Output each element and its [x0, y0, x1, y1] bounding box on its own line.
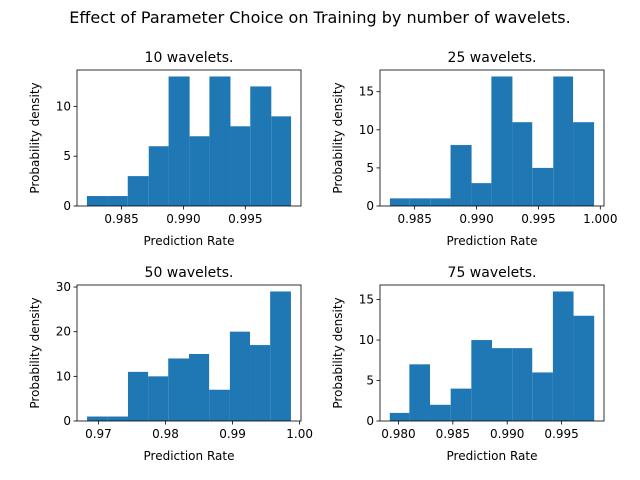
x-axis-label: Prediction Rate	[144, 449, 235, 463]
histogram-bar	[107, 196, 128, 206]
histogram-bar	[87, 416, 108, 421]
histogram-panel-3: 0.97 0.98 0.99 1.00 0 10 20 30 50 wavelets. Predi…	[28, 265, 313, 463]
histogram-bar	[552, 291, 574, 421]
histogram-bar	[409, 198, 431, 206]
x-tick-label: 0.995	[544, 427, 578, 441]
histogram-bar	[148, 376, 169, 421]
x-tick-label: 0.980	[381, 427, 415, 441]
x-tick-label: 1.00	[286, 427, 313, 441]
y-tick-label: 30	[56, 280, 71, 294]
y-tick-label: 10	[359, 333, 374, 347]
histogram-bar	[389, 198, 410, 206]
x-tick-label: 0.995	[521, 212, 555, 226]
y-axis-label: Probability density	[331, 82, 345, 193]
y-tick-label: 10	[359, 123, 374, 137]
histogram-bar	[430, 198, 451, 206]
x-axis-label: Prediction Rate	[144, 234, 235, 248]
x-tick-label: 0.98	[152, 427, 179, 441]
y-tick-label: 10	[56, 369, 71, 383]
y-tick-label: 15	[359, 85, 374, 99]
panel-title: 10 wavelets.	[145, 50, 234, 66]
y-axis-label: Probability density	[28, 297, 42, 408]
histogram-bar	[450, 388, 472, 421]
histogram-bar	[148, 146, 169, 206]
histogram-bar	[492, 348, 513, 421]
y-tick-label: 5	[366, 374, 374, 388]
histogram-panel-4: 0.980 0.985 0.990 0.995 0 5 10 15 75 wavelets. Pr…	[331, 265, 605, 463]
histogram-bar	[573, 315, 595, 421]
panel-title: 25 wavelets.	[448, 50, 537, 66]
histogram-bar	[189, 136, 210, 206]
y-tick-label: 10	[56, 99, 71, 113]
y-tick-label: 20	[56, 325, 71, 339]
histogram-bar	[553, 76, 574, 206]
histogram-bar	[450, 145, 472, 206]
x-tick-label: 0.985	[104, 212, 138, 226]
histogram-bar	[107, 416, 128, 421]
x-tick-label: 0.985	[397, 212, 431, 226]
y-tick-label: 0	[63, 199, 71, 213]
y-tick-label: 5	[63, 149, 71, 163]
x-tick-label: 0.97	[85, 427, 112, 441]
y-tick-label: 0	[366, 199, 374, 213]
histogram-panel-1: 0.985 0.990 0.995 0 5 10 10 wavelets. Predictio…	[28, 50, 302, 248]
x-tick-label: 0.990	[490, 427, 524, 441]
axes-frame	[76, 69, 302, 207]
histogram-bar	[230, 126, 251, 206]
y-axis-label: Probability density	[331, 297, 345, 408]
axes-frame	[379, 69, 605, 207]
x-tick-label: 0.995	[228, 212, 262, 226]
histogram-bar	[512, 122, 533, 206]
panel-title: 75 wavelets.	[448, 265, 537, 281]
y-tick-label: 0	[366, 414, 374, 428]
histogram-bar	[270, 291, 291, 421]
panel-title: 50 wavelets.	[145, 265, 234, 281]
histogram-bar	[209, 76, 231, 206]
y-tick-label: 15	[359, 293, 374, 307]
x-tick-label: 0.985	[436, 427, 470, 441]
histogram-bar	[512, 348, 533, 421]
histogram-bar	[573, 122, 595, 206]
x-tick-label: 0.990	[166, 212, 200, 226]
histogram-bar	[491, 76, 513, 206]
y-tick-label: 0	[63, 414, 71, 428]
histogram-bar	[86, 196, 108, 206]
y-axis-label: Probability density	[28, 82, 42, 193]
figure-suptitle: Effect of Parameter Choice on Training b…	[69, 8, 571, 27]
x-tick-label: 0.990	[459, 212, 493, 226]
histogram-bar	[168, 76, 190, 206]
histogram-panel-2: 0.985 0.990 0.995 1.000 0 5 10 15 25 wavelets. Pr…	[331, 50, 617, 248]
histogram-bar	[168, 358, 189, 421]
histogram-bar	[471, 340, 492, 421]
histogram-bar	[271, 116, 292, 206]
histogram-bar	[471, 183, 492, 206]
histogram-bar	[250, 86, 272, 206]
axes-frame	[76, 284, 302, 422]
histogram-bar	[209, 389, 230, 421]
histogram-bar	[389, 412, 410, 421]
histogram-bar	[409, 364, 431, 421]
histogram-bar	[250, 345, 271, 421]
x-tick-label: 1.000	[583, 212, 617, 226]
y-tick-label: 5	[366, 161, 374, 175]
histogram-bar	[229, 331, 251, 421]
x-axis-label: Prediction Rate	[447, 449, 538, 463]
histogram-bar	[430, 404, 451, 421]
histogram-bar	[532, 167, 554, 206]
x-tick-label: 0.99	[219, 427, 246, 441]
axes-frame	[379, 284, 605, 422]
histogram-bar	[532, 372, 553, 421]
histogram-bar	[189, 354, 210, 421]
x-axis-label: Prediction Rate	[447, 234, 538, 248]
histogram-bar	[127, 371, 149, 421]
histogram-bar	[127, 176, 149, 206]
